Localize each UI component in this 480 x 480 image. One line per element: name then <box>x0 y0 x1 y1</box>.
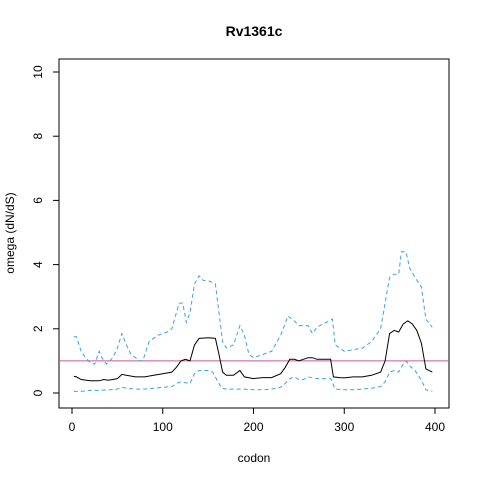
series-estimate-line <box>73 320 433 382</box>
y-tick-label: 10 <box>31 65 45 79</box>
y-tick-label: 0 <box>31 389 45 396</box>
y-axis: 0 2 4 6 8 10 <box>31 65 60 396</box>
series-layer <box>60 251 448 392</box>
plot-frame <box>58 58 450 409</box>
series-lower-line <box>73 360 433 392</box>
x-axis: 0 100 200 300 400 <box>69 407 445 434</box>
y-tick-label: 8 <box>31 133 45 140</box>
x-tick-label: 400 <box>425 420 445 434</box>
x-tick-label: 100 <box>153 420 173 434</box>
y-tick-label: 6 <box>31 197 45 204</box>
chart-title: Rv1361c <box>226 23 283 39</box>
series-upper-line <box>73 251 433 365</box>
x-tick-label: 300 <box>334 420 354 434</box>
y-tick-label: 2 <box>31 325 45 332</box>
x-axis-label: codon <box>238 451 271 465</box>
x-tick-label: 0 <box>69 420 76 434</box>
y-axis-label: omega (dN/dS) <box>3 192 17 273</box>
x-tick-label: 200 <box>243 420 263 434</box>
y-tick-label: 4 <box>31 261 45 268</box>
